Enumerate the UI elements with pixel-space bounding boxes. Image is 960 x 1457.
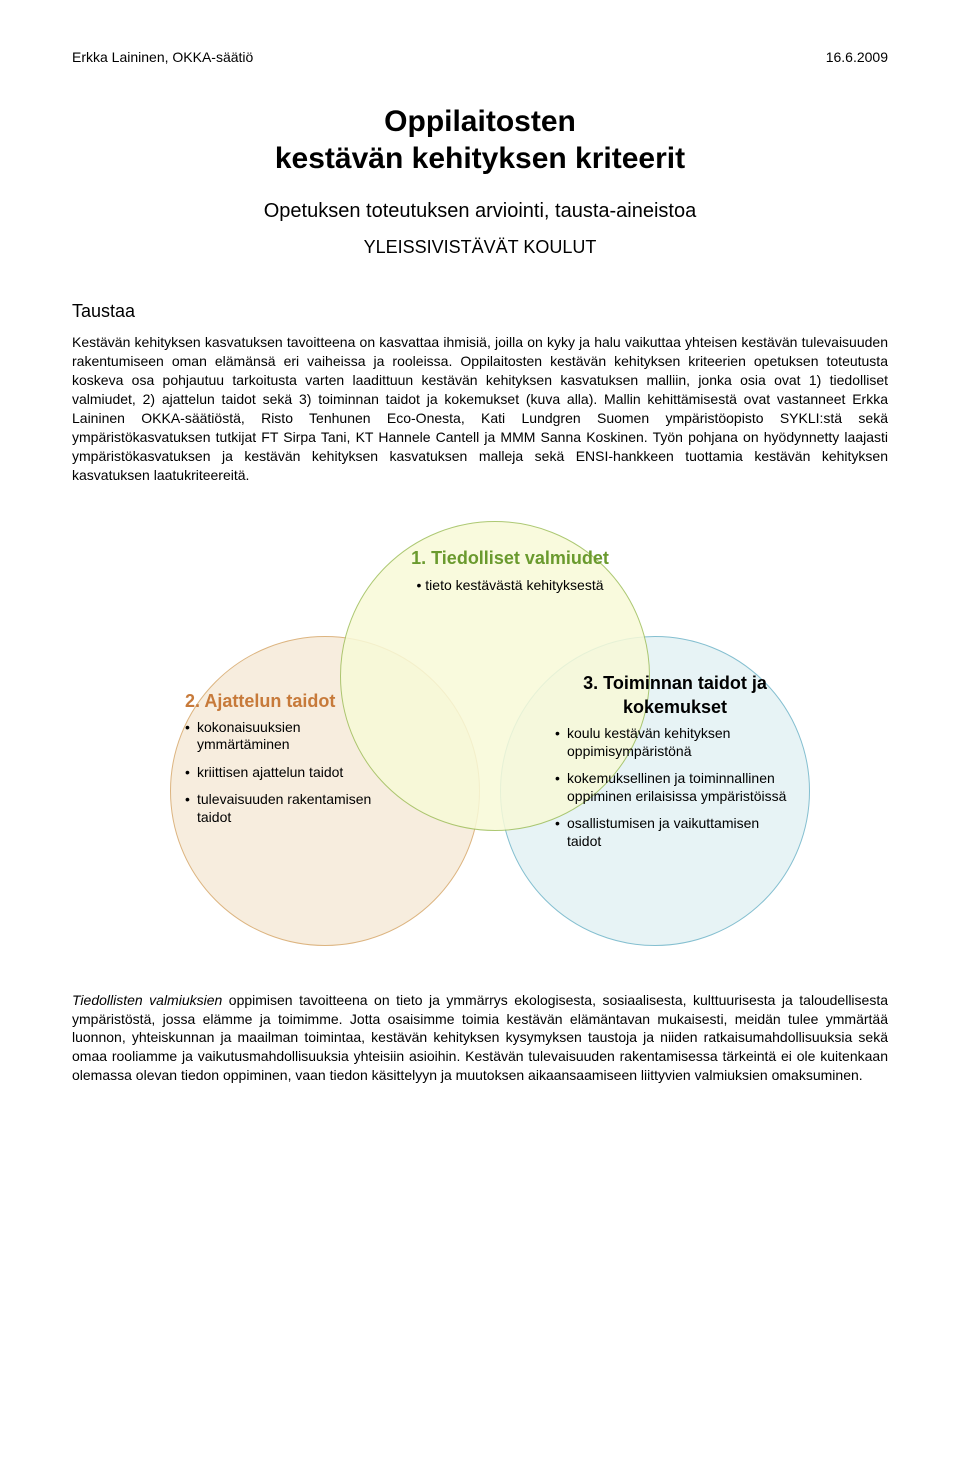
header-author: Erkka Laininen, OKKA-säätiö [72, 48, 253, 67]
title-line-1: Oppilaitosten [384, 105, 576, 138]
venn-items-3: koulu kestävän kehityksen oppimisympäris… [555, 725, 795, 850]
venn-item: kokonaisuuksien ymmärtäminen [185, 719, 395, 754]
venn-item: tulevaisuuden rakentamisen taidot [185, 791, 395, 826]
venn-title-3: 3. Toiminnan taidot ja kokemukset [555, 671, 795, 720]
closing-lead: Tiedollisten valmiuksien [72, 992, 222, 1008]
venn-label-2: 2. Ajattelun taidot kokonaisuuksien ymmä… [185, 689, 395, 837]
venn-item: kriittisen ajattelun taidot [185, 764, 395, 782]
venn-item: koulu kestävän kehityksen oppimisympäris… [555, 725, 795, 760]
title-line-2: kestävän kehityksen kriteerit [275, 142, 685, 175]
venn-diagram: 1. Tiedolliset valmiudet • tieto kestävä… [100, 521, 860, 951]
venn-title-1: 1. Tiedolliset valmiudet [400, 546, 620, 570]
venn-label-3: 3. Toiminnan taidot ja kokemukset koulu … [555, 671, 795, 861]
venn-label-1: 1. Tiedolliset valmiudet • tieto kestävä… [400, 546, 620, 595]
intro-paragraph: Kestävän kehityksen kasvatuksen tavoitte… [72, 333, 888, 484]
closing-paragraph: Tiedollisten valmiuksien oppimisen tavoi… [72, 991, 888, 1085]
section-heading: Taustaa [72, 299, 888, 323]
venn-item: tieto kestävästä kehityksestä [425, 577, 603, 593]
venn-items-1: • tieto kestävästä kehityksestä [400, 576, 620, 595]
page-header: Erkka Laininen, OKKA-säätiö 16.6.2009 [72, 48, 888, 67]
subtitle: Opetuksen toteutuksen arviointi, tausta-… [72, 198, 888, 225]
school-type: YLEISSIVISTÄVÄT KOULUT [72, 235, 888, 259]
venn-items-2: kokonaisuuksien ymmärtäminen kriittisen … [185, 719, 395, 827]
venn-title-2: 2. Ajattelun taidot [185, 689, 395, 713]
header-date: 16.6.2009 [826, 48, 888, 67]
venn-item: osallistumisen ja vaikuttamisen taidot [555, 815, 795, 850]
venn-item: kokemuksellinen ja toiminnallinen oppimi… [555, 770, 795, 805]
page-title: Oppilaitosten kestävän kehityksen kritee… [72, 103, 888, 178]
